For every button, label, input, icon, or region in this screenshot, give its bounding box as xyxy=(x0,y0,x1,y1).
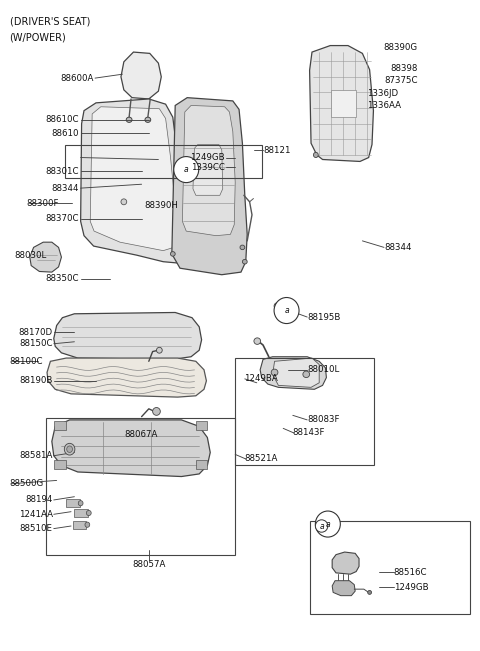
Polygon shape xyxy=(81,99,182,263)
Text: 1339CC: 1339CC xyxy=(191,163,225,172)
Text: 1336JD: 1336JD xyxy=(367,89,398,98)
Text: 88300F: 88300F xyxy=(26,199,59,208)
Text: 88143F: 88143F xyxy=(293,428,325,437)
Text: 88083F: 88083F xyxy=(307,415,340,424)
Text: 88600A: 88600A xyxy=(60,74,94,83)
Text: 88194: 88194 xyxy=(25,495,53,505)
Text: 88344: 88344 xyxy=(52,184,79,193)
Ellipse shape xyxy=(153,408,160,415)
Polygon shape xyxy=(196,421,207,430)
Polygon shape xyxy=(172,98,247,275)
Bar xyxy=(331,90,356,117)
Bar xyxy=(46,418,235,555)
Polygon shape xyxy=(30,242,61,272)
Text: 88500G: 88500G xyxy=(10,479,44,488)
Text: 1249GB: 1249GB xyxy=(190,153,225,162)
Text: 88170D: 88170D xyxy=(19,327,53,337)
Ellipse shape xyxy=(274,298,299,324)
Text: 88100C: 88100C xyxy=(10,357,43,366)
Polygon shape xyxy=(310,46,373,161)
Text: 88370C: 88370C xyxy=(46,214,79,223)
Ellipse shape xyxy=(145,117,151,122)
Text: 88581A: 88581A xyxy=(19,451,53,460)
Text: (DRIVER'S SEAT): (DRIVER'S SEAT) xyxy=(10,16,90,26)
Text: 88610C: 88610C xyxy=(46,115,79,124)
Polygon shape xyxy=(182,105,235,236)
Text: 1249BA: 1249BA xyxy=(244,374,277,383)
Ellipse shape xyxy=(313,152,318,158)
Bar xyxy=(310,521,470,614)
Text: a: a xyxy=(284,306,289,315)
Polygon shape xyxy=(54,460,66,469)
Ellipse shape xyxy=(126,117,132,122)
Polygon shape xyxy=(90,107,174,251)
Ellipse shape xyxy=(315,511,340,537)
Text: 88195B: 88195B xyxy=(307,312,341,322)
Ellipse shape xyxy=(174,156,199,182)
Polygon shape xyxy=(66,499,80,507)
Text: 1249GB: 1249GB xyxy=(394,583,428,592)
Text: 88390H: 88390H xyxy=(144,201,178,210)
Bar xyxy=(65,145,262,178)
Text: a: a xyxy=(184,165,189,174)
Polygon shape xyxy=(332,552,359,574)
Text: 88190B: 88190B xyxy=(19,376,53,385)
Text: 88610: 88610 xyxy=(52,129,79,138)
Text: a: a xyxy=(319,521,324,531)
Ellipse shape xyxy=(67,446,72,452)
Text: 88510E: 88510E xyxy=(20,524,53,533)
Polygon shape xyxy=(54,421,66,430)
Polygon shape xyxy=(273,358,319,387)
Text: 1336AA: 1336AA xyxy=(367,101,401,110)
Polygon shape xyxy=(260,357,326,389)
Text: 88344: 88344 xyxy=(384,243,411,252)
Ellipse shape xyxy=(315,519,328,533)
Polygon shape xyxy=(52,420,210,477)
Polygon shape xyxy=(74,509,88,517)
Text: 88350C: 88350C xyxy=(46,274,79,283)
Text: 88067A: 88067A xyxy=(125,430,158,439)
Text: 88030L: 88030L xyxy=(14,251,47,260)
Ellipse shape xyxy=(121,199,127,205)
Ellipse shape xyxy=(78,501,83,506)
Ellipse shape xyxy=(85,522,90,527)
Ellipse shape xyxy=(271,369,278,376)
Text: 87375C: 87375C xyxy=(384,76,418,85)
Polygon shape xyxy=(121,52,161,99)
Ellipse shape xyxy=(274,303,281,309)
Ellipse shape xyxy=(156,348,162,353)
Text: 88301C: 88301C xyxy=(46,167,79,176)
Ellipse shape xyxy=(64,443,75,455)
Polygon shape xyxy=(47,358,206,397)
Ellipse shape xyxy=(240,245,245,249)
Polygon shape xyxy=(54,312,202,359)
Text: 88121: 88121 xyxy=(263,146,290,155)
Bar xyxy=(235,358,374,465)
Polygon shape xyxy=(332,581,355,596)
Polygon shape xyxy=(73,521,86,529)
Text: 88398: 88398 xyxy=(390,64,418,73)
Polygon shape xyxy=(193,145,223,195)
Text: 88057A: 88057A xyxy=(132,560,166,569)
Text: 1241AA: 1241AA xyxy=(19,510,53,519)
Text: 88390G: 88390G xyxy=(384,43,418,52)
Ellipse shape xyxy=(368,590,372,594)
Ellipse shape xyxy=(242,259,247,264)
Text: 88150C: 88150C xyxy=(19,339,53,348)
Ellipse shape xyxy=(86,510,91,516)
Text: 88516C: 88516C xyxy=(394,568,427,577)
Text: 88010L: 88010L xyxy=(307,365,339,374)
Polygon shape xyxy=(196,460,207,469)
Ellipse shape xyxy=(254,338,261,344)
Text: a: a xyxy=(325,519,330,529)
Text: 88521A: 88521A xyxy=(245,454,278,464)
Ellipse shape xyxy=(303,371,310,378)
Text: (W/POWER): (W/POWER) xyxy=(10,33,66,42)
Ellipse shape xyxy=(170,251,175,256)
